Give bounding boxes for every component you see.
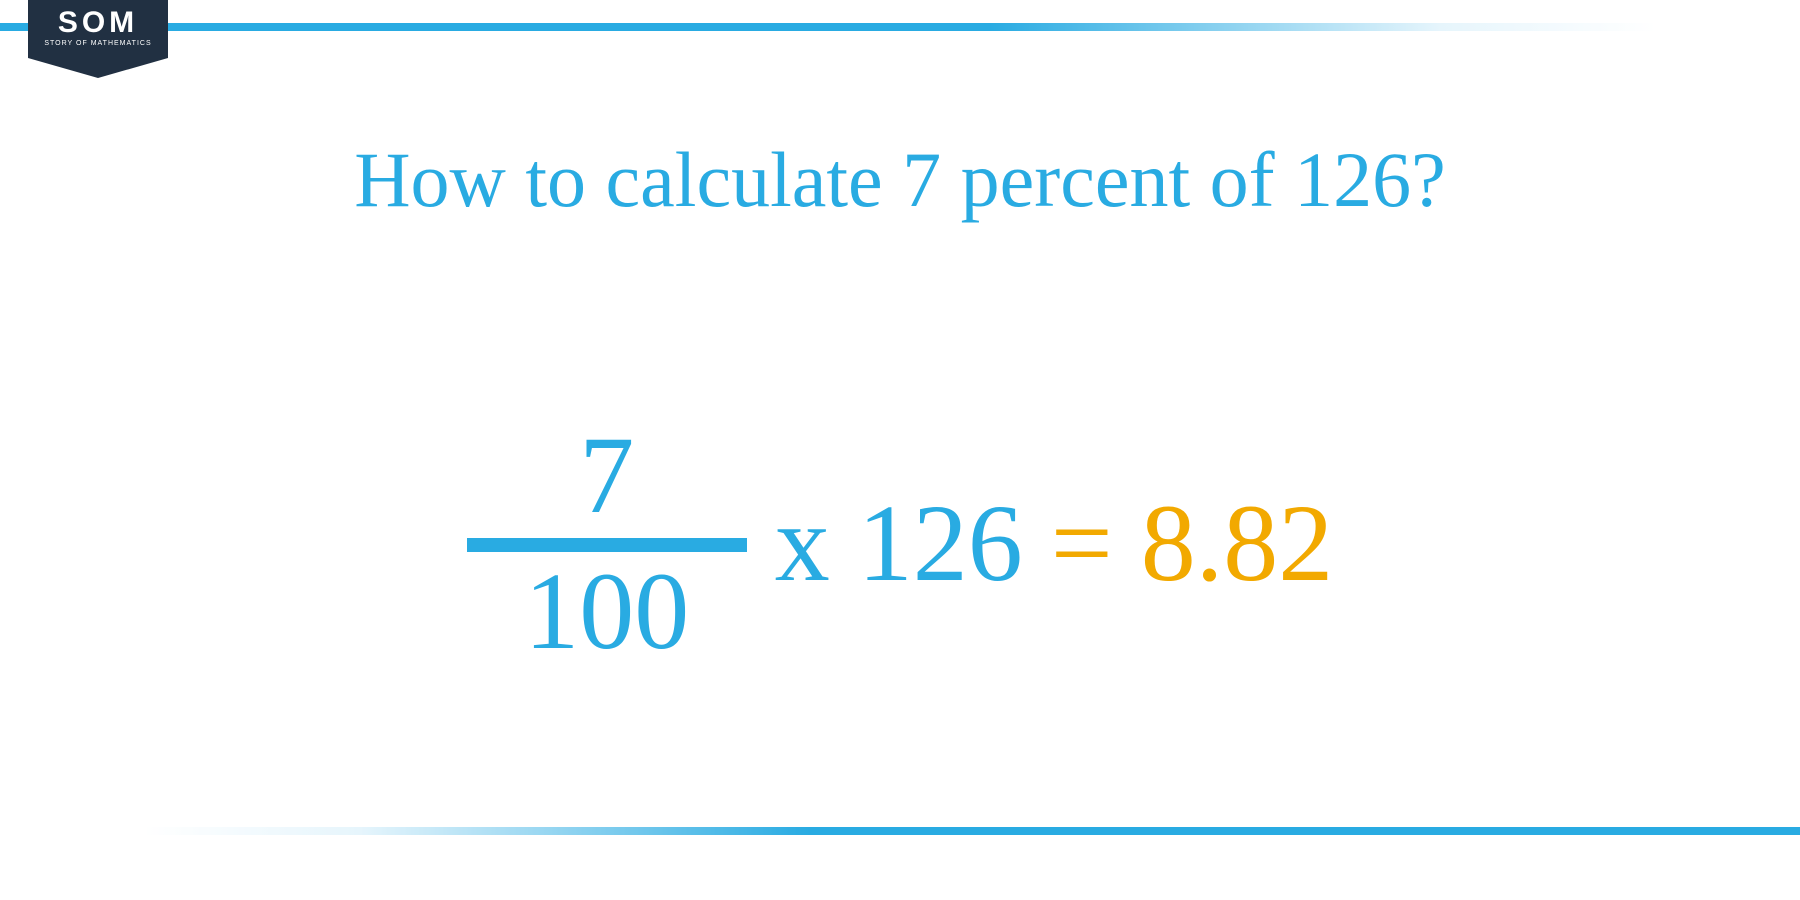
fraction: 7 100 xyxy=(467,420,747,666)
equals-sign: = xyxy=(1051,488,1113,598)
bottom-divider-bar xyxy=(0,822,1800,830)
logo-badge: SOM STORY OF MATHEMATICS xyxy=(28,0,168,68)
equation: 7 100 x 126 = 8.82 xyxy=(0,420,1800,666)
page-title: How to calculate 7 percent of 126? xyxy=(0,135,1800,225)
logo-name: SOM xyxy=(28,8,168,38)
top-divider-bar xyxy=(0,18,1800,26)
bottom-bar-svg xyxy=(0,827,1800,835)
logo-text: SOM STORY OF MATHEMATICS xyxy=(28,8,168,47)
multiplicand: 126 xyxy=(858,488,1023,598)
logo-tagline: STORY OF MATHEMATICS xyxy=(28,40,168,47)
fraction-denominator: 100 xyxy=(524,556,689,666)
top-bar-svg xyxy=(0,23,1800,31)
fraction-numerator: 7 xyxy=(579,420,634,530)
result-value: 8.82 xyxy=(1141,488,1334,598)
multiply-sign: x xyxy=(775,488,830,598)
